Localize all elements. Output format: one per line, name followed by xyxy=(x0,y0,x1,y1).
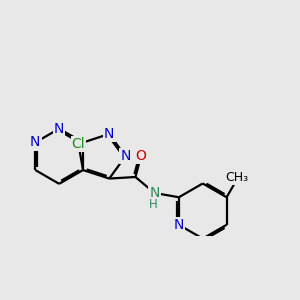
Text: Cl: Cl xyxy=(72,137,85,151)
Text: O: O xyxy=(136,149,147,163)
Text: N: N xyxy=(120,149,130,163)
Text: N: N xyxy=(174,218,184,232)
Text: CH₃: CH₃ xyxy=(225,171,248,184)
Text: N: N xyxy=(54,122,64,136)
Text: N: N xyxy=(104,127,114,141)
Text: N: N xyxy=(30,136,40,149)
Text: N: N xyxy=(149,186,160,200)
Text: H: H xyxy=(148,198,157,211)
